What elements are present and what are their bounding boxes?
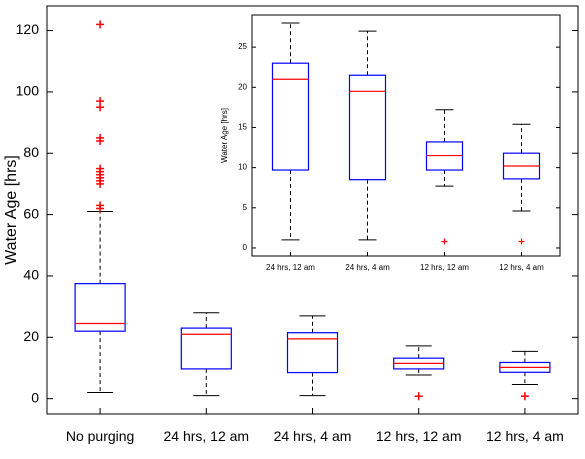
inset-x-tick-label: 24 hrs, 12 am bbox=[266, 263, 315, 272]
inset-box-group bbox=[425, 109, 464, 245]
main-y-tick-label: 100 bbox=[16, 83, 40, 99]
main-x-tick-label: No purging bbox=[66, 428, 135, 444]
inset-box-group bbox=[348, 30, 387, 241]
main-y-tick-label: 60 bbox=[23, 205, 39, 221]
inset-box bbox=[271, 62, 310, 171]
main-x-tick-label: 12 hrs, 4 am bbox=[486, 428, 564, 444]
main-x-tick-label: 24 hrs, 4 am bbox=[274, 428, 352, 444]
main-y-tick-label: 20 bbox=[23, 328, 39, 344]
inset-y-tick-label: 0 bbox=[243, 243, 248, 252]
main-outlier-point bbox=[414, 392, 423, 401]
main-y-tick-label: 0 bbox=[31, 389, 39, 405]
main-x-tick-label: 12 hrs, 12 am bbox=[376, 428, 462, 444]
main-box-group bbox=[393, 345, 445, 401]
inset-y-axis-label: Water Age [hrs] bbox=[220, 108, 229, 163]
inset-x-tick-label: 12 hrs, 4 am bbox=[499, 263, 544, 272]
main-box-group bbox=[74, 20, 126, 394]
main-box bbox=[180, 327, 232, 370]
main-y-axis-label: Water Age [hrs] bbox=[3, 155, 20, 265]
main-y-tick-label: 80 bbox=[23, 144, 39, 160]
main-y-tick-label: 40 bbox=[23, 267, 39, 283]
inset-y-tick-label: 5 bbox=[243, 203, 248, 212]
inset-outlier-point bbox=[441, 238, 448, 245]
inset-x-tick-label: 12 hrs, 12 am bbox=[420, 263, 469, 272]
main-box-group bbox=[499, 350, 551, 401]
inset-box-group bbox=[271, 22, 310, 241]
main-y-tick-label: 120 bbox=[16, 21, 40, 37]
inset-outlier-point bbox=[518, 238, 525, 245]
main-box-group bbox=[180, 312, 232, 397]
inset-y-tick-label: 15 bbox=[238, 123, 247, 132]
main-outlier-point bbox=[96, 201, 105, 210]
main-outlier-point bbox=[520, 392, 529, 401]
main-box-group bbox=[286, 315, 339, 397]
main-outlier-point bbox=[96, 97, 105, 106]
main-x-tick-label: 24 hrs, 12 am bbox=[163, 428, 249, 444]
inset-y-tick-label: 25 bbox=[238, 42, 247, 51]
inset-chart-group: 0 5 10 15 20 25 Water Age [hrs] 24 hrs, 12 am 24… bbox=[220, 14, 561, 272]
inset-y-tick-label: 20 bbox=[238, 82, 247, 91]
main-outlier-point bbox=[96, 20, 105, 29]
inset-y-tick-label: 10 bbox=[238, 163, 247, 172]
inset-box-group bbox=[502, 123, 541, 245]
main-outlier-point bbox=[96, 133, 105, 142]
main-outlier-point bbox=[96, 164, 105, 173]
inset-box bbox=[348, 74, 387, 181]
inset-x-tick-label: 24 hrs, 4 am bbox=[345, 263, 390, 272]
